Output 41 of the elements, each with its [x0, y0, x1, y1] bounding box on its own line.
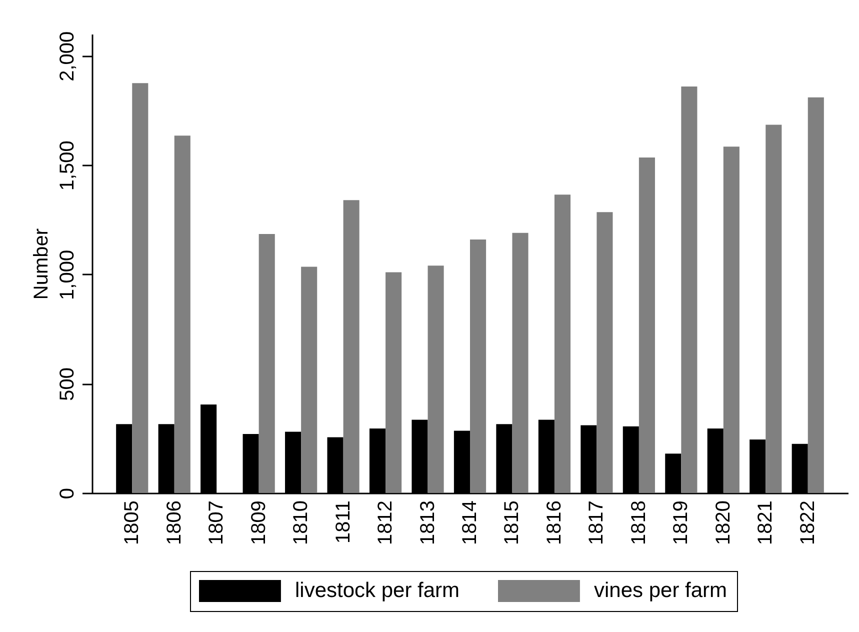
y-tick-label: 1,000 — [56, 250, 78, 300]
bar — [596, 212, 613, 493]
x-tick-label: 1807 — [206, 500, 228, 545]
x-tick-label: 1806 — [163, 500, 186, 545]
x-tick-label: 1819 — [670, 500, 692, 545]
bar — [723, 146, 740, 493]
y-axis-title: Number — [30, 228, 52, 300]
x-tick-label: 1822 — [796, 500, 819, 545]
x-tick-label: 1813 — [416, 500, 439, 545]
bar — [258, 234, 275, 493]
bar — [428, 266, 444, 493]
bar — [470, 239, 486, 493]
bar — [386, 272, 402, 493]
bar — [638, 157, 655, 493]
x-tick-label: 1809 — [248, 500, 270, 545]
y-tick-label: 500 — [56, 368, 78, 401]
legend-label: vines per farm — [594, 579, 728, 602]
x-tick-label: 1815 — [501, 500, 524, 545]
bar — [132, 83, 148, 493]
y-tick-label: 1,500 — [56, 140, 78, 191]
bar — [808, 97, 824, 493]
x-tick-label: 1816 — [543, 500, 566, 545]
x-tick-label: 1814 — [459, 500, 481, 545]
bar — [766, 124, 782, 493]
bar — [554, 194, 571, 493]
x-tick-label: 1811 — [332, 500, 354, 544]
x-tick-label: 1818 — [628, 500, 650, 545]
x-tick-label: 1820 — [712, 500, 734, 545]
x-tick-label: 1817 — [586, 500, 608, 545]
x-tick-label: 1810 — [290, 500, 312, 545]
x-tick-label: 1812 — [374, 500, 397, 545]
bar — [681, 86, 698, 493]
legend-label: livestock per farm — [295, 579, 460, 602]
x-tick-label: 1805 — [121, 500, 144, 545]
y-tick-label: 0 — [56, 488, 78, 500]
bar — [174, 136, 190, 493]
bar — [343, 200, 360, 493]
x-tick-label: 1821 — [754, 500, 777, 545]
bar — [512, 232, 528, 493]
y-tick-label: 2,000 — [56, 31, 78, 82]
bar — [301, 266, 318, 493]
